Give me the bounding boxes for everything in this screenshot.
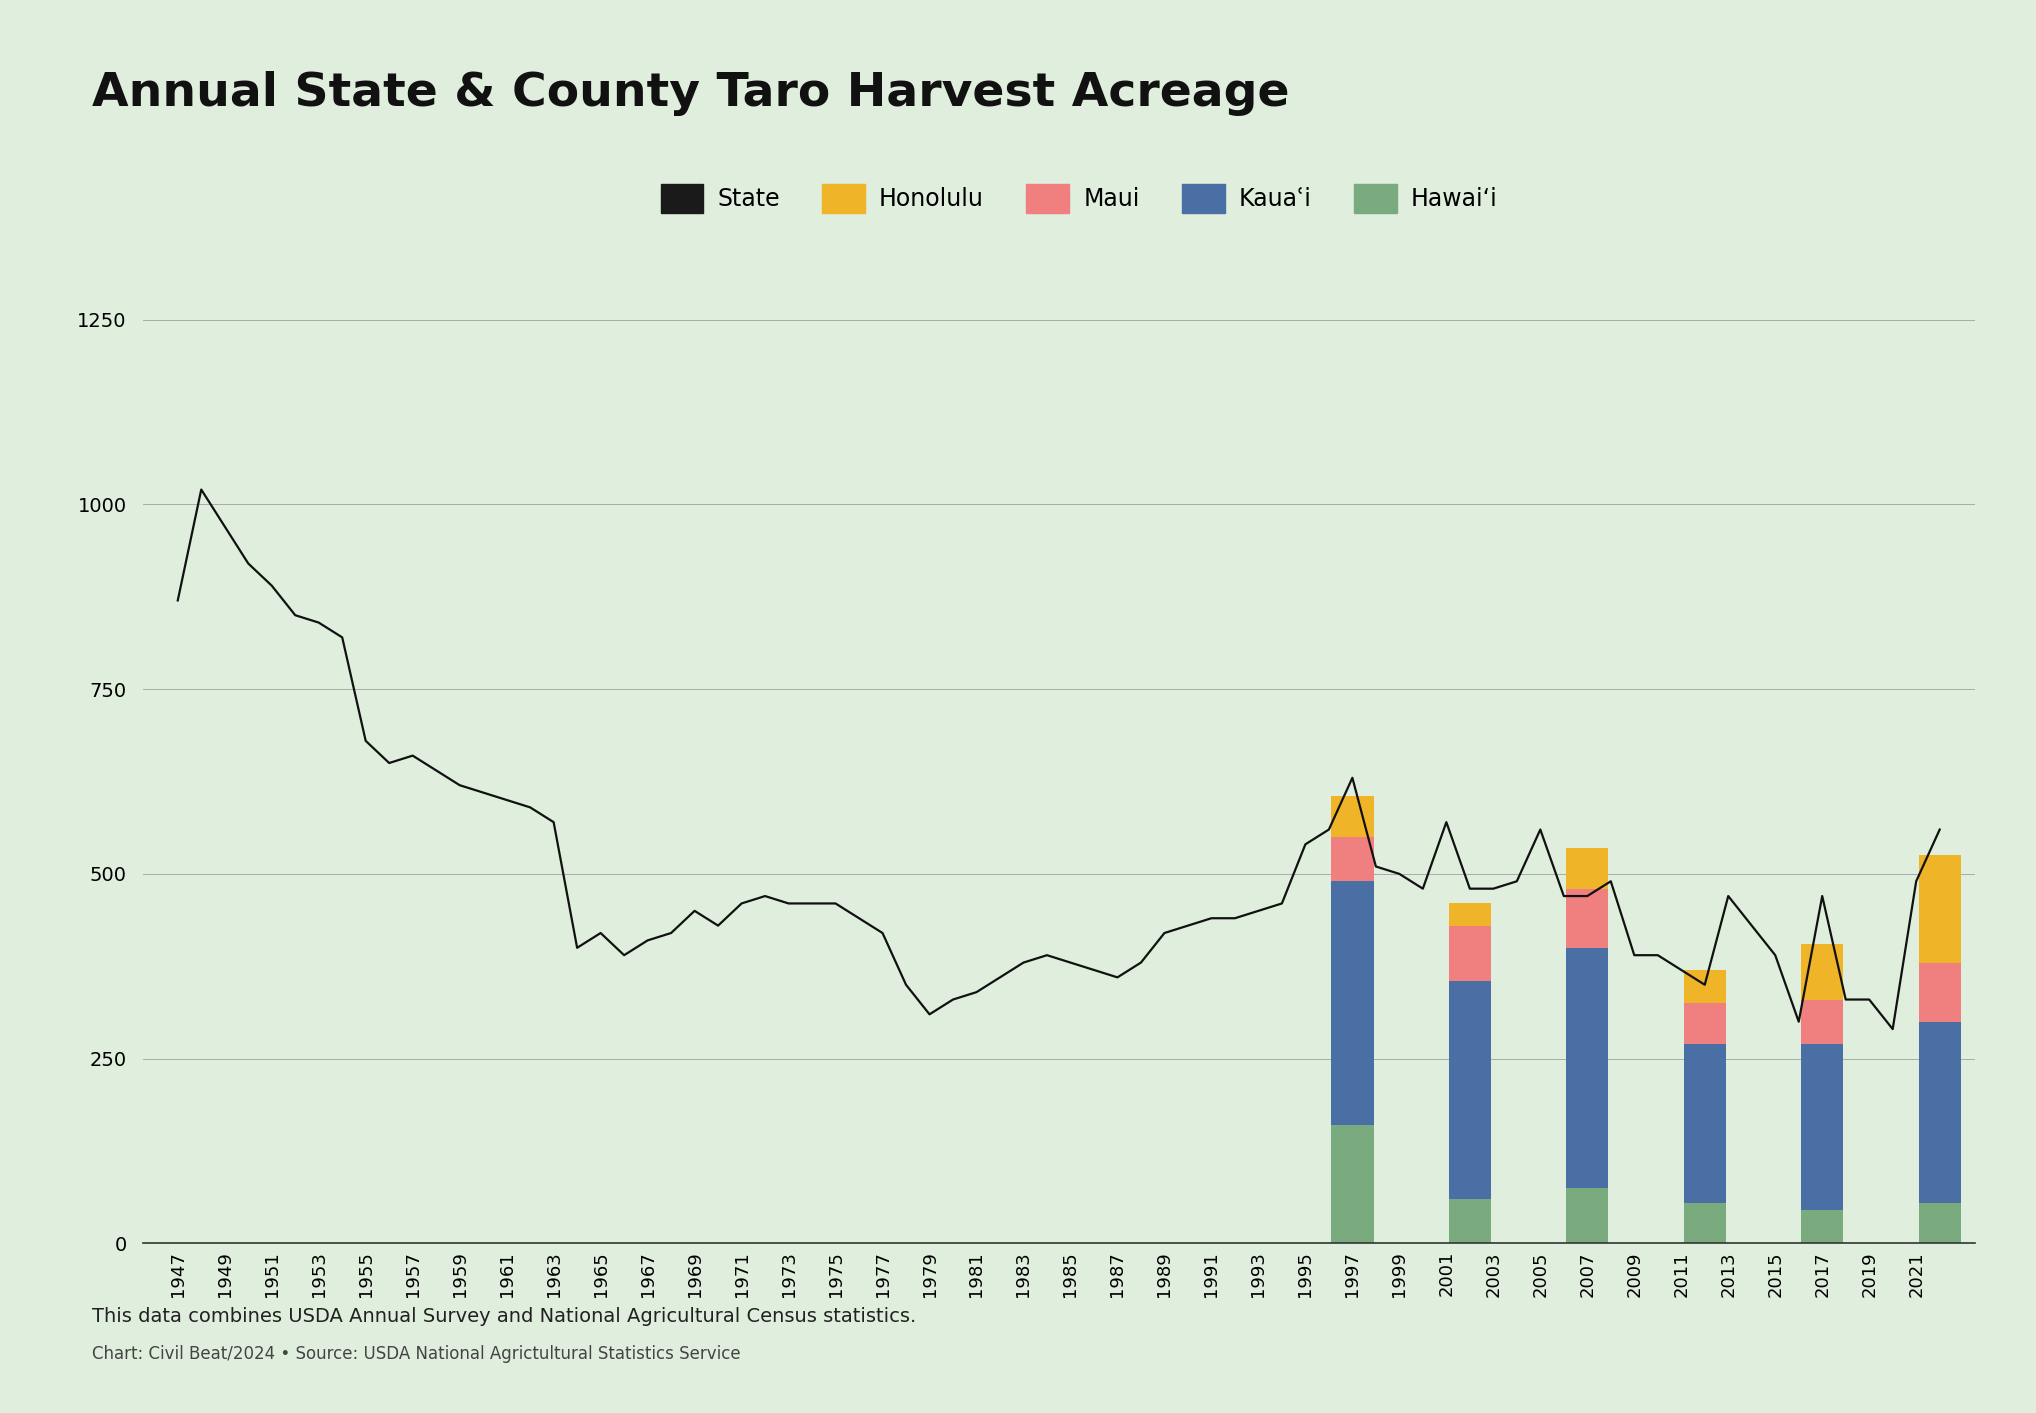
Bar (1332, 836, 1374, 882)
Bar (1802, 999, 1843, 1044)
Bar (1802, 1210, 1843, 1243)
Bar (1684, 1202, 1727, 1243)
Bar (1332, 882, 1374, 1125)
Bar (1332, 797, 1374, 836)
Bar (1566, 948, 1608, 1188)
Text: Annual State & County Taro Harvest Acreage: Annual State & County Taro Harvest Acrea… (92, 71, 1289, 116)
Legend: State, Honolulu, Maui, Kauaʿi, Hawaiʻi: State, Honolulu, Maui, Kauaʿi, Hawaiʻi (652, 174, 1507, 222)
Bar (1566, 889, 1608, 948)
Bar (1918, 1202, 1961, 1243)
Bar (1918, 962, 1961, 1022)
Bar (1802, 944, 1843, 999)
Bar (1802, 1044, 1843, 1210)
Bar (1566, 1188, 1608, 1243)
Bar (1450, 903, 1490, 926)
Bar (1918, 1022, 1961, 1202)
Bar (1450, 926, 1490, 981)
Text: This data combines USDA Annual Survey and National Agricultural Census statistic: This data combines USDA Annual Survey an… (92, 1307, 916, 1325)
Bar (1684, 969, 1727, 1003)
Text: Chart: Civil Beat/2024 • Source: USDA National Agrictultural Statistics Service: Chart: Civil Beat/2024 • Source: USDA Na… (92, 1345, 741, 1364)
Bar (1450, 1200, 1490, 1243)
Bar (1566, 848, 1608, 889)
Bar (1684, 1003, 1727, 1044)
Bar (1684, 1044, 1727, 1202)
Bar (1918, 855, 1961, 962)
Bar (1450, 981, 1490, 1200)
Bar (1332, 1125, 1374, 1243)
